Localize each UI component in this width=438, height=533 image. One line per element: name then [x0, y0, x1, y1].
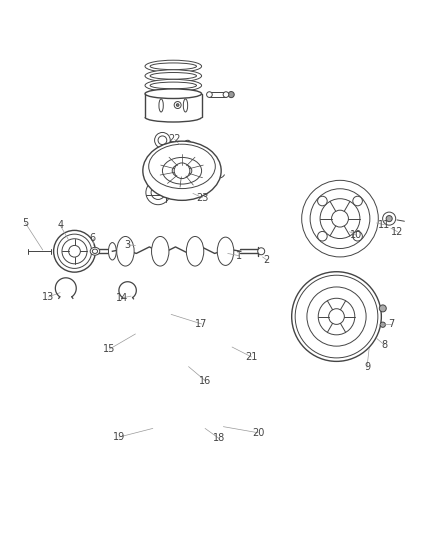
Ellipse shape	[150, 82, 197, 89]
Text: 18: 18	[213, 433, 225, 443]
Text: 3: 3	[124, 240, 131, 250]
Text: 20: 20	[252, 428, 265, 438]
Text: 2: 2	[264, 255, 270, 265]
Text: 5: 5	[22, 218, 28, 228]
Circle shape	[146, 180, 170, 205]
Circle shape	[310, 189, 370, 248]
Text: 11: 11	[378, 220, 391, 230]
Ellipse shape	[152, 237, 169, 266]
Circle shape	[353, 231, 362, 241]
Ellipse shape	[217, 237, 234, 265]
Circle shape	[292, 272, 381, 361]
Ellipse shape	[150, 72, 197, 79]
Circle shape	[57, 234, 92, 269]
Ellipse shape	[109, 243, 116, 260]
Ellipse shape	[186, 237, 204, 266]
Ellipse shape	[172, 164, 192, 177]
Circle shape	[320, 199, 360, 239]
Circle shape	[151, 185, 165, 199]
Text: 6: 6	[90, 233, 96, 243]
Ellipse shape	[207, 92, 212, 98]
Ellipse shape	[184, 140, 191, 147]
Circle shape	[174, 163, 190, 179]
Ellipse shape	[149, 144, 215, 189]
Ellipse shape	[162, 157, 201, 184]
Text: 10: 10	[350, 230, 362, 240]
Circle shape	[307, 287, 366, 346]
Text: 8: 8	[381, 340, 388, 350]
Circle shape	[69, 245, 80, 257]
Ellipse shape	[150, 63, 197, 70]
Circle shape	[295, 275, 378, 358]
Circle shape	[379, 305, 386, 312]
Text: 16: 16	[199, 376, 211, 385]
Circle shape	[53, 230, 95, 272]
Text: 13: 13	[42, 292, 54, 302]
Circle shape	[332, 210, 348, 227]
Circle shape	[302, 180, 378, 257]
Circle shape	[177, 104, 179, 107]
Circle shape	[318, 196, 327, 206]
Circle shape	[174, 102, 181, 109]
Ellipse shape	[145, 70, 201, 82]
Text: 17: 17	[195, 319, 208, 329]
Circle shape	[158, 136, 167, 144]
Circle shape	[318, 231, 327, 241]
Ellipse shape	[159, 99, 163, 112]
Circle shape	[386, 215, 392, 222]
Circle shape	[258, 248, 265, 255]
Ellipse shape	[145, 89, 201, 99]
Circle shape	[228, 92, 234, 98]
Ellipse shape	[186, 142, 190, 146]
Circle shape	[383, 212, 396, 225]
Circle shape	[380, 322, 385, 327]
Ellipse shape	[223, 92, 229, 98]
Text: 9: 9	[364, 362, 370, 373]
Text: 7: 7	[388, 319, 394, 329]
Ellipse shape	[143, 141, 221, 200]
Ellipse shape	[90, 247, 100, 255]
Ellipse shape	[145, 79, 201, 92]
Circle shape	[155, 133, 170, 148]
Circle shape	[328, 309, 344, 325]
Text: 21: 21	[245, 352, 258, 362]
Ellipse shape	[117, 237, 134, 266]
Ellipse shape	[145, 60, 201, 72]
Text: 4: 4	[57, 220, 63, 230]
Circle shape	[318, 298, 355, 335]
Text: 23: 23	[196, 193, 208, 203]
Text: 15: 15	[103, 344, 116, 354]
Circle shape	[62, 239, 87, 264]
Text: 22: 22	[168, 134, 181, 144]
Text: 1: 1	[236, 251, 242, 261]
Text: 19: 19	[113, 432, 125, 442]
Ellipse shape	[184, 99, 187, 112]
Ellipse shape	[92, 249, 98, 254]
Text: 14: 14	[116, 293, 128, 303]
Circle shape	[353, 196, 362, 206]
Text: 12: 12	[391, 227, 404, 237]
